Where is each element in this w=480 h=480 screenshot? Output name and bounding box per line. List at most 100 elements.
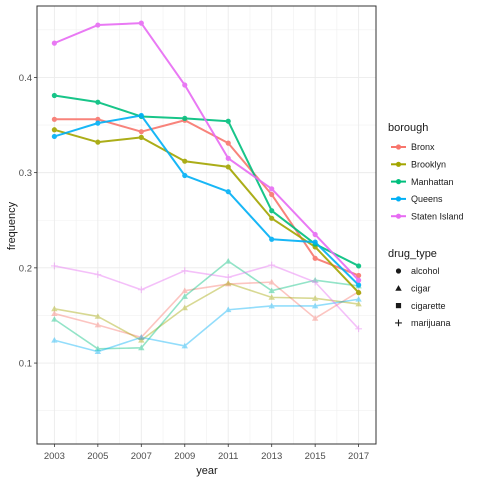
- series-line: [54, 114, 360, 286]
- data-point: [94, 271, 102, 278]
- color-legend-item: Bronx: [391, 142, 435, 152]
- x-tick-label: 2011: [218, 451, 238, 462]
- shape-legend-item: alcohol: [395, 266, 440, 276]
- data-point: [95, 120, 101, 126]
- data-point: [182, 82, 188, 88]
- data-point: [51, 337, 58, 343]
- legend-key-point: [395, 144, 402, 150]
- data-point: [95, 139, 101, 145]
- data-point: [138, 344, 145, 351]
- color-legend-item: Staten Island: [391, 211, 464, 221]
- data-point: [356, 263, 362, 269]
- axes: 2003 2005 2007 2009 2011 2013 2015 2017 0.1 0.2 0.…: [19, 73, 369, 462]
- color-legend-title: borough: [388, 122, 428, 134]
- data-point: [181, 304, 188, 311]
- data-point: [138, 337, 145, 343]
- data-point: [269, 215, 275, 221]
- legend-key-point: [395, 196, 402, 202]
- series-staten-island-alcohol: [51, 20, 362, 283]
- data-point: [225, 118, 231, 124]
- data-point: [268, 294, 275, 300]
- y-tick-label: 0.4: [19, 73, 32, 84]
- legend-key-marijuana: [395, 319, 402, 327]
- data-point: [311, 277, 319, 283]
- grid: [37, 6, 376, 444]
- data-point: [356, 277, 362, 283]
- data-point: [94, 348, 102, 355]
- data-point: [225, 306, 232, 313]
- data-point: [51, 133, 57, 140]
- x-tick-label: 2015: [305, 451, 326, 462]
- data-point: [225, 155, 231, 161]
- data-point: [355, 325, 363, 333]
- shape-legend-title: drug_type: [388, 248, 437, 260]
- data-point: [181, 267, 189, 275]
- data-point: [51, 316, 58, 322]
- series-line: [54, 264, 360, 330]
- data-point: [51, 305, 58, 312]
- x-tick-label: 2005: [87, 451, 108, 462]
- series-brooklyn-cigar: [51, 279, 362, 343]
- data-point: [269, 236, 275, 242]
- data-point: [94, 345, 102, 352]
- data-point: [95, 116, 101, 122]
- data-point: [94, 313, 102, 319]
- data-point: [312, 239, 318, 245]
- legend: borough Bronx Brooklyn Manhattan Queens Stat…: [388, 122, 464, 328]
- legend-key-alcohol: [395, 268, 402, 274]
- y-tick-label: 0.3: [19, 168, 32, 179]
- series-line: [54, 281, 360, 339]
- data-point: [269, 191, 275, 198]
- data-point: [311, 315, 319, 321]
- series-line: [54, 298, 359, 353]
- legend-key-point: [395, 213, 402, 219]
- data-point: [356, 290, 362, 296]
- data-point: [138, 112, 144, 119]
- legend-key-point: [395, 161, 402, 167]
- data-point: [182, 115, 188, 121]
- data-point: [269, 208, 275, 214]
- x-axis-title: year: [196, 465, 218, 477]
- legend-label: Manhattan: [411, 177, 454, 187]
- data-point: [355, 296, 362, 302]
- legend-label: Staten Island: [411, 211, 464, 221]
- x-tick-label: 2003: [44, 451, 65, 462]
- data-point: [268, 278, 275, 285]
- legend-label: alcohol: [411, 266, 440, 276]
- data-point: [138, 334, 145, 340]
- legend-label: cigarette: [411, 301, 446, 311]
- data-point: [51, 92, 57, 99]
- legend-key-cigarette: [395, 303, 402, 309]
- data-point: [182, 172, 188, 179]
- series-line: [54, 282, 359, 342]
- legend-label: Queens: [411, 194, 443, 204]
- shape-legend-item: cigar: [395, 284, 431, 294]
- x-tick-label: 2013: [261, 451, 282, 462]
- shape-legend-item: marijuana: [395, 318, 451, 328]
- legend-label: Bronx: [411, 142, 435, 152]
- data-point: [94, 321, 102, 328]
- data-point: [311, 278, 319, 286]
- data-point: [225, 280, 232, 287]
- data-point: [138, 20, 144, 26]
- data-point: [51, 40, 57, 46]
- data-point: [51, 127, 57, 133]
- data-point: [268, 261, 276, 269]
- data-point: [224, 273, 232, 281]
- legend-label: Brooklyn: [411, 160, 446, 170]
- color-legend-item: Brooklyn: [391, 160, 446, 170]
- shape-legend-item: cigarette: [395, 301, 446, 311]
- data-point: [225, 257, 232, 264]
- data-point: [182, 158, 188, 164]
- data-point: [181, 293, 188, 299]
- data-point: [181, 287, 188, 294]
- data-point: [181, 342, 188, 349]
- data-point: [356, 282, 362, 288]
- data-point: [312, 231, 318, 238]
- x-tick-label: 2009: [174, 451, 195, 462]
- series-line: [54, 22, 360, 281]
- data-point: [138, 334, 145, 340]
- data-point: [137, 286, 145, 294]
- y-tick-label: 0.1: [19, 359, 32, 370]
- legend-label: marijuana: [411, 318, 451, 328]
